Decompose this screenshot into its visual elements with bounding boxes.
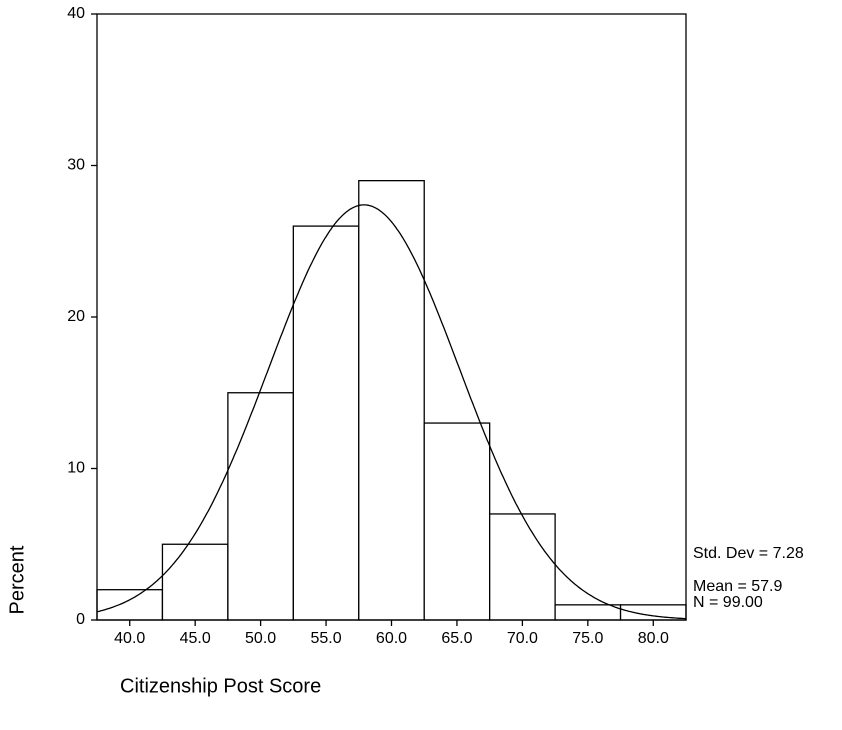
bar — [554, 604, 622, 621]
x-tick-label: 45.0 — [180, 630, 211, 647]
bar — [292, 225, 360, 621]
x-tick-label: 80.0 — [638, 630, 669, 647]
y-tick-label: 10 — [67, 460, 85, 477]
bar — [423, 422, 491, 621]
x-tick-label: 75.0 — [572, 630, 603, 647]
plot-frame — [96, 13, 687, 621]
x-axis-label: Citizenship Post Score — [120, 675, 321, 697]
x-tick-label: 50.0 — [245, 630, 276, 647]
stat-label: Mean = 57.9 — [693, 578, 783, 595]
x-tick-label: 60.0 — [376, 630, 407, 647]
y-tick-label: 20 — [67, 308, 85, 325]
x-tick-label: 70.0 — [507, 630, 538, 647]
bar — [358, 179, 425, 621]
stat-label: Std. Dev = 7.28 — [693, 545, 804, 562]
y-axis-label: Percent — [6, 545, 28, 614]
y-tick-label: 40 — [67, 5, 85, 22]
y-tick-label: 0 — [76, 611, 85, 628]
bar — [227, 392, 294, 621]
bar — [161, 543, 229, 621]
x-tick-label: 65.0 — [441, 630, 472, 647]
bar — [489, 513, 556, 621]
x-tick-label: 55.0 — [310, 630, 341, 647]
stat-label: N = 99.00 — [693, 594, 763, 611]
x-tick-label: 40.0 — [114, 630, 145, 647]
normal-curve — [96, 204, 686, 620]
y-tick-label: 30 — [67, 157, 85, 174]
bar — [96, 589, 164, 621]
